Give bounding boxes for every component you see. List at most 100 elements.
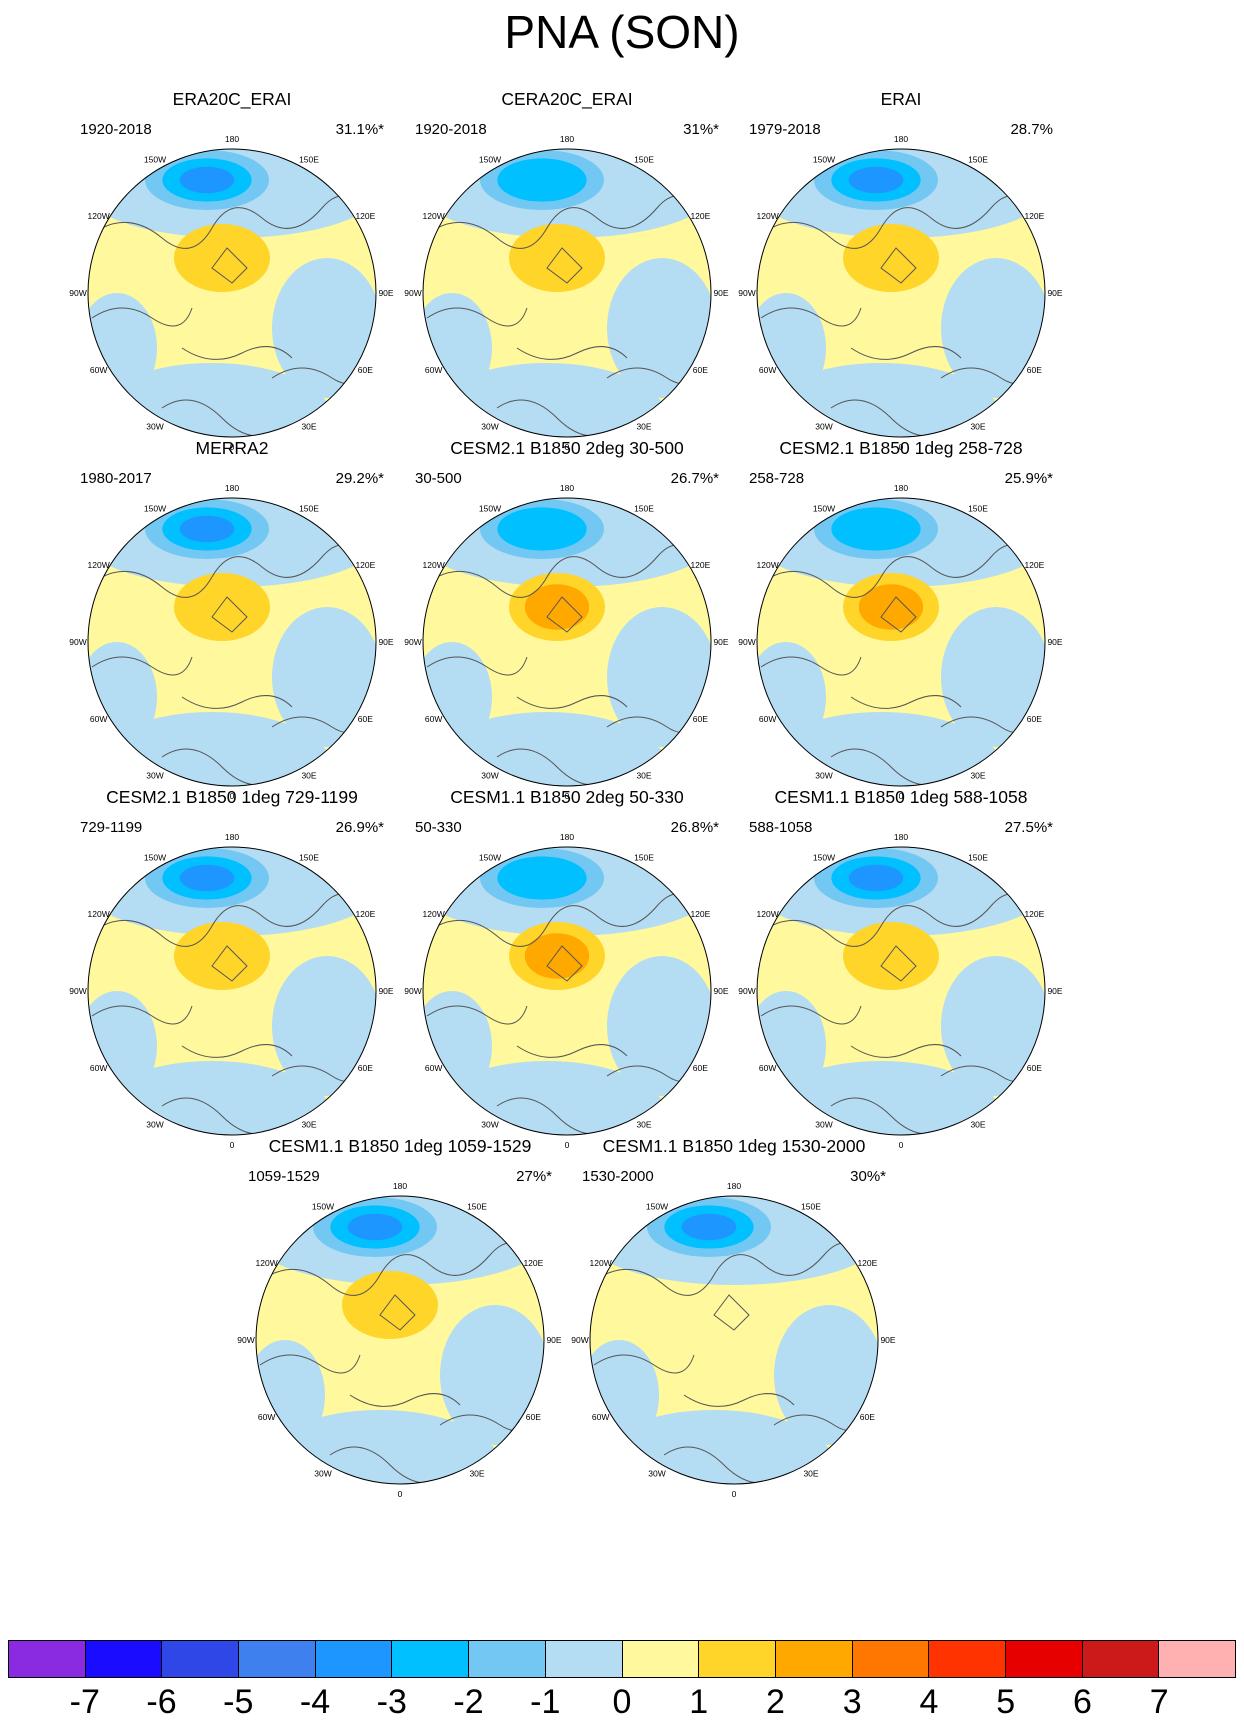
longitude-label: 90E <box>880 1335 895 1345</box>
colorbar-box <box>622 1641 700 1677</box>
coastline <box>269 1242 544 1296</box>
coastline <box>181 346 293 360</box>
longitude-label: 90W <box>404 986 421 996</box>
colorbar-tick-label: 7 <box>1149 1683 1169 1721</box>
atlantic-low-contour <box>761 1061 1001 1135</box>
figure-title: PNA (SON) <box>504 6 740 58</box>
canada-high-contour <box>342 1271 438 1339</box>
longitude-label: 0 <box>899 791 904 801</box>
pacific-low-contour <box>179 864 235 892</box>
coastline <box>880 596 917 633</box>
colorbar-tick-label: -2 <box>453 1683 484 1721</box>
atlantic-low-contour <box>427 363 667 437</box>
atlantic-low-contour <box>761 363 1001 437</box>
panel-period: 1920-2018 <box>415 121 487 138</box>
canada-high-contour <box>174 224 270 292</box>
longitude-label: 60W <box>759 1063 776 1073</box>
longitude-label: 120E <box>690 560 710 570</box>
longitude-label: 30E <box>636 770 651 780</box>
longitude-label: 60E <box>358 714 373 724</box>
longitude-label: 90E <box>713 637 728 647</box>
map-panel: CESM1.1 B1850 1deg 1530-2000 180 150E 120E 9… <box>564 1135 904 1515</box>
longitude-label: 30E <box>301 770 316 780</box>
longitude-label: 30E <box>301 421 316 431</box>
longitude-label: 60W <box>425 365 442 375</box>
longitude-label: 120E <box>355 560 375 570</box>
longitude-label: 90E <box>713 986 728 996</box>
colorbar-box <box>1159 1641 1235 1677</box>
colorbar-box <box>239 1641 316 1677</box>
longitude-label: 60E <box>1027 714 1042 724</box>
longitude-label: 30E <box>970 1119 985 1129</box>
canada-high-contour <box>174 922 270 990</box>
longitude-label: 30W <box>815 1119 832 1129</box>
longitude-label: 120W <box>423 560 445 570</box>
longitude-label: 150W <box>144 504 166 514</box>
panel-period: 588-1058 <box>749 819 813 836</box>
canada-high-contour <box>843 224 939 292</box>
siberia-low-contour <box>272 607 376 747</box>
pacific-low-contour <box>831 507 921 551</box>
longitude-label: 0 <box>230 1140 235 1150</box>
longitude-label: 60E <box>1027 365 1042 375</box>
coastline <box>426 307 528 327</box>
longitude-label: 30E <box>970 421 985 431</box>
longitude-label: 0 <box>899 442 904 452</box>
pacific-low-contour <box>179 515 235 543</box>
longitude-label: 0 <box>230 442 235 452</box>
longitude-label: 180 <box>225 832 239 842</box>
coastline <box>760 307 862 327</box>
coastline <box>713 1294 750 1331</box>
longitude-label: 90W <box>738 986 755 996</box>
map-panel: CESM1.1 B1850 2deg 50-330 180 150E 120E 90E 6… <box>397 786 737 1166</box>
coastline <box>593 1354 695 1374</box>
panel-period: 1979-2018 <box>749 121 821 138</box>
coastline <box>683 1393 795 1407</box>
longitude-label: 150W <box>813 504 835 514</box>
longitude-label: 60E <box>358 1063 373 1073</box>
longitude-label: 180 <box>560 483 574 493</box>
longitude-label: 150W <box>312 1202 334 1212</box>
longitude-label: 180 <box>560 134 574 144</box>
coastline <box>516 346 628 360</box>
coastline <box>436 195 711 249</box>
longitude-label: 120E <box>355 211 375 221</box>
longitude-label: 90W <box>69 637 86 647</box>
panel-title: MERRA2 <box>195 438 269 458</box>
panel-period: 1980-2017 <box>80 470 152 487</box>
coastline <box>101 195 376 249</box>
map-panel: CESM2.1 B1850 2deg 30-500 180 150E 120E 90E 6… <box>397 437 737 817</box>
longitude-label: 180 <box>560 832 574 842</box>
coastline <box>436 544 711 598</box>
polar-map: 180 150E 120E 90E 60E 30E 0 30W 60W 90W 120W 150W <box>404 832 729 1150</box>
map-panel: CERA20C_ERAI 180 150E 120E 90E 60E 30E 0 30W 60W 9… <box>397 88 737 468</box>
longitude-label: 120W <box>757 909 779 919</box>
colorbar-tick-label: -5 <box>223 1683 254 1721</box>
longitude-label: 90E <box>713 288 728 298</box>
panel-variance: 30%* <box>850 1168 886 1185</box>
longitude-label: 150W <box>646 1202 668 1212</box>
longitude-label: 120E <box>355 909 375 919</box>
polar-map: 180 150E 120E 90E 60E 30E 0 30W 60W 90W 120W 150W <box>738 134 1063 452</box>
coastline <box>516 695 628 709</box>
panel-period: 1920-2018 <box>80 121 152 138</box>
coastline <box>546 247 583 284</box>
coastline <box>91 307 193 327</box>
longitude-label: 90W <box>571 1335 588 1345</box>
panel-title: CESM2.1 B1850 1deg 258-728 <box>779 438 1023 458</box>
atlantic-low-contour <box>260 1410 500 1484</box>
panel-title: CESM2.1 B1850 1deg 729-1199 <box>106 787 358 807</box>
longitude-label: 180 <box>225 134 239 144</box>
coastline <box>181 695 293 709</box>
coastline <box>211 945 248 982</box>
longitude-label: 150E <box>968 853 988 863</box>
longitude-label: 150E <box>467 1202 487 1212</box>
panel-variance: 31%* <box>683 121 719 138</box>
atlantic-low-contour <box>594 1410 834 1484</box>
longitude-label: 120W <box>423 909 445 919</box>
siberia-low-contour <box>941 956 1045 1096</box>
panel-variance: 28.7% <box>1010 121 1053 138</box>
longitude-label: 30E <box>636 421 651 431</box>
polar-map: 180 150E 120E 90E 60E 30E 0 30W 60W 90W 120W 150W <box>69 134 394 452</box>
longitude-label: 150W <box>144 853 166 863</box>
